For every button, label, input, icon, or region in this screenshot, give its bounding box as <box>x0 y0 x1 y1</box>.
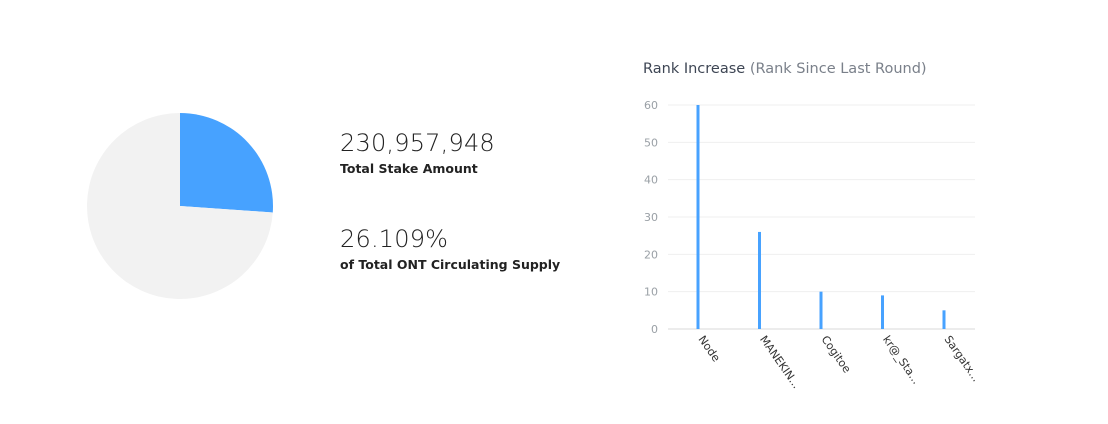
y-tick-label: 20 <box>644 248 658 261</box>
total-stake-label: Total Stake Amount <box>340 161 478 176</box>
bar-2 <box>819 291 823 329</box>
x-category-label: Sargatx... <box>942 333 983 384</box>
x-category-label: Node <box>696 333 723 364</box>
y-tick-label: 0 <box>651 323 658 336</box>
bar-1 <box>758 231 761 329</box>
bar-4 <box>942 310 946 329</box>
x-category-label: Cogitoe <box>819 333 854 375</box>
stake-pie-chart <box>86 113 273 299</box>
y-tick-label: 30 <box>644 211 658 224</box>
x-category-label: MANEKIN... <box>757 333 803 391</box>
circulating-supply-block: 26.109% of Total ONT Circulating Supply <box>340 225 560 273</box>
chart-subtitle: (Rank Since Last Round) <box>749 61 927 77</box>
chart-title: Rank Increase (Rank Since Last Round) <box>643 61 927 77</box>
circulating-supply-label: of Total ONT Circulating Supply <box>340 257 561 272</box>
pie-slice-remaining <box>86 113 273 299</box>
total-stake-block: 230,957,948 Total Stake Amount <box>340 129 495 177</box>
total-stake-value: 230,957,948 <box>340 129 495 157</box>
rank-increase-bar-chart: 0 10 20 30 40 50 60 Node MANEKIN... Cogitoe kr@_St… <box>644 99 983 391</box>
y-tick-label: 50 <box>644 136 658 149</box>
pie-slice-stake <box>180 113 273 213</box>
chart-title-text: Rank Increase <box>643 61 746 77</box>
y-tick-label: 60 <box>644 99 658 112</box>
circulating-supply-percent: 26.109% <box>340 225 449 253</box>
x-category-label: kr@_Sta... <box>880 333 923 386</box>
y-tick-label: 10 <box>644 286 658 299</box>
bar-0 <box>696 105 700 329</box>
bar-3 <box>881 295 884 329</box>
y-tick-label: 40 <box>644 174 658 187</box>
